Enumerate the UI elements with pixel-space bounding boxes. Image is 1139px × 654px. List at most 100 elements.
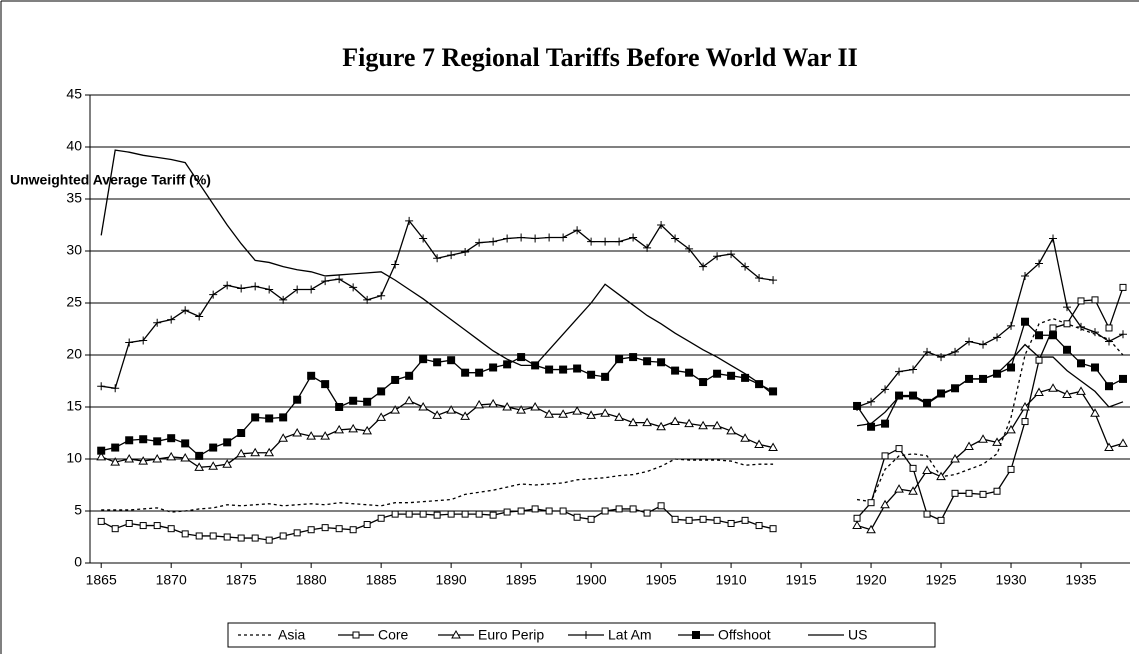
- marker: [475, 510, 483, 518]
- marker: [1021, 271, 1030, 280]
- marker: [1007, 363, 1016, 372]
- marker: [97, 446, 106, 455]
- marker: [124, 453, 135, 463]
- marker: [993, 487, 1001, 495]
- marker: [1118, 438, 1128, 447]
- marker: [698, 420, 708, 430]
- marker: [419, 234, 428, 243]
- marker: [909, 365, 918, 374]
- marker: [209, 532, 217, 540]
- marker: [377, 514, 385, 522]
- marker: [474, 399, 484, 409]
- marker: [601, 237, 610, 246]
- marker: [573, 513, 581, 521]
- marker: [755, 274, 764, 283]
- marker: [502, 401, 512, 411]
- marker: [405, 371, 414, 380]
- y-tick-label: 20: [66, 346, 82, 362]
- x-tick-label: 1880: [296, 572, 327, 588]
- marker: [573, 364, 582, 373]
- marker: [475, 368, 484, 377]
- marker: [181, 306, 190, 315]
- marker: [937, 389, 946, 398]
- legend-marker: [582, 631, 590, 639]
- marker: [166, 451, 177, 461]
- marker: [643, 243, 652, 252]
- marker: [768, 442, 778, 452]
- marker: [1006, 424, 1016, 434]
- marker: [265, 285, 274, 294]
- marker: [1091, 363, 1100, 372]
- marker: [97, 517, 105, 525]
- marker: [951, 489, 959, 497]
- marker: [307, 371, 316, 380]
- marker: [1035, 331, 1044, 340]
- marker: [265, 414, 274, 423]
- marker: [489, 511, 497, 519]
- marker: [587, 515, 595, 523]
- marker: [1119, 330, 1127, 339]
- marker: [320, 431, 331, 440]
- marker: [1021, 317, 1030, 326]
- marker: [992, 437, 1002, 446]
- marker: [881, 452, 889, 460]
- marker: [1105, 324, 1113, 332]
- marker: [1077, 322, 1086, 331]
- marker: [726, 425, 736, 435]
- marker: [278, 433, 289, 442]
- marker: [321, 524, 329, 532]
- marker: [671, 515, 679, 523]
- marker: [1063, 320, 1071, 328]
- marker: [769, 276, 778, 285]
- series-line: [100, 149, 1124, 427]
- marker: [713, 369, 722, 378]
- marker: [250, 447, 261, 457]
- marker: [1063, 303, 1072, 312]
- marker: [489, 237, 498, 246]
- marker: [391, 510, 399, 518]
- marker: [614, 412, 624, 421]
- marker: [586, 410, 596, 419]
- marker: [292, 427, 303, 437]
- marker: [307, 285, 316, 294]
- marker: [727, 371, 736, 380]
- marker: [657, 221, 666, 229]
- x-tick-label: 1905: [646, 572, 677, 588]
- marker: [1063, 345, 1072, 354]
- marker: [1119, 374, 1128, 383]
- marker: [727, 519, 735, 527]
- marker: [1119, 283, 1127, 291]
- x-tick-label: 1875: [226, 572, 257, 588]
- marker: [433, 358, 442, 367]
- marker: [601, 372, 610, 381]
- marker: [867, 397, 876, 406]
- marker: [180, 452, 191, 462]
- marker: [866, 524, 876, 534]
- marker: [629, 233, 638, 242]
- marker: [741, 262, 750, 271]
- marker: [125, 436, 134, 445]
- marker: [306, 431, 317, 440]
- legend-label: Lat Am: [608, 627, 652, 643]
- marker: [923, 347, 932, 356]
- marker: [545, 365, 554, 374]
- marker: [447, 356, 456, 365]
- marker: [572, 406, 582, 415]
- marker: [208, 461, 219, 470]
- marker: [965, 337, 974, 346]
- marker: [531, 234, 540, 243]
- marker: [404, 395, 415, 405]
- marker: [657, 358, 666, 367]
- x-tick-label: 1925: [925, 572, 956, 588]
- marker: [321, 380, 330, 389]
- marker: [559, 507, 567, 515]
- marker: [152, 453, 163, 463]
- marker: [405, 216, 414, 225]
- marker: [377, 291, 386, 300]
- marker: [993, 333, 1002, 342]
- marker: [1091, 328, 1100, 337]
- marker: [964, 441, 974, 451]
- marker: [1035, 356, 1043, 364]
- y-tick-label: 30: [66, 242, 82, 258]
- marker: [853, 514, 861, 522]
